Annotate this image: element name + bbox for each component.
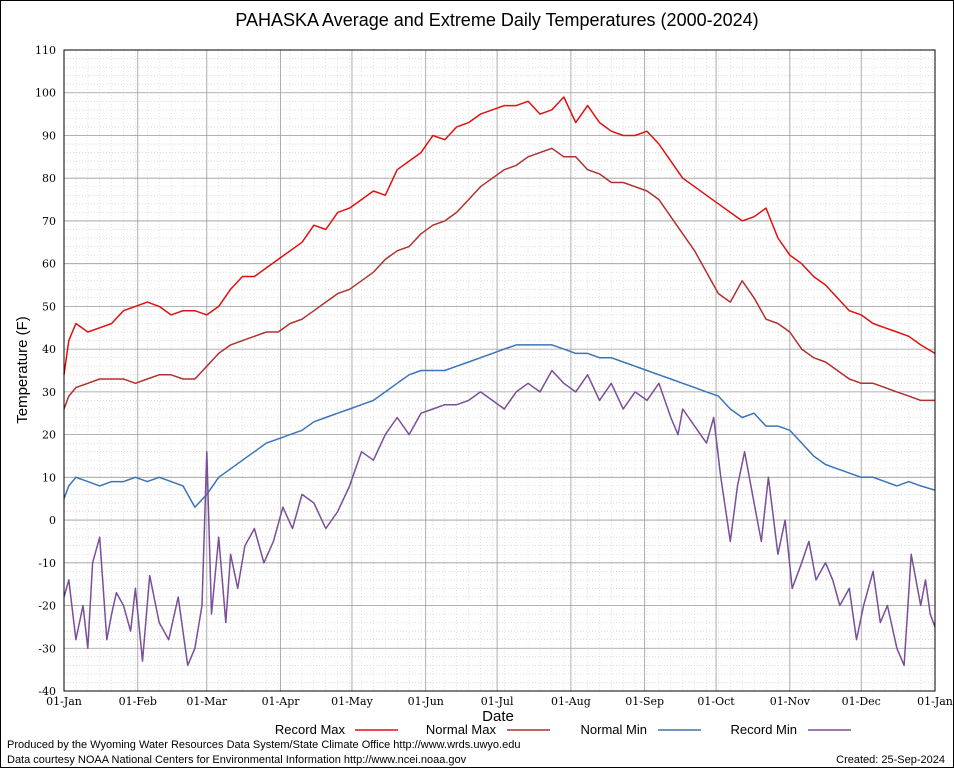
x-tick-label: 01-Aug xyxy=(551,695,591,708)
y-tick-label: -40 xyxy=(38,685,56,698)
series-line-record-max xyxy=(63,96,936,375)
plot-frame xyxy=(63,49,936,692)
legend-label-normal-min: Normal Min xyxy=(581,722,647,737)
y-tick-label: 70 xyxy=(42,215,56,228)
y-tick-label: 20 xyxy=(42,429,56,442)
y-tick-label: 10 xyxy=(42,471,56,484)
y-tick-label: 50 xyxy=(42,300,56,313)
x-tick-label: 01-Jan xyxy=(46,695,82,708)
x-tick-labels: 01-Jan 01-Feb 01-Mar 01-Apr 01-May 01-Jun 01-J… xyxy=(46,695,953,708)
legend-label-record-max: Record Max xyxy=(275,722,346,737)
x-tick-label: 01-Sep xyxy=(625,695,664,708)
x-tick-label: 01-Apr xyxy=(262,695,301,708)
y-tick-label: 90 xyxy=(42,129,56,142)
y-tick-label: 80 xyxy=(42,172,56,185)
minor-grid xyxy=(64,50,935,691)
x-tick-label: 01-May xyxy=(331,695,374,708)
x-tick-label: 01-Mar xyxy=(186,695,228,708)
series-line-record-min xyxy=(63,369,936,667)
y-tick-label: -10 xyxy=(38,557,56,570)
x-tick-label: 01-Feb xyxy=(119,695,157,708)
series-layer xyxy=(63,96,936,667)
footer-created: Created: 25-Sep-2024 xyxy=(836,754,945,766)
x-axis-label: Date xyxy=(482,708,514,725)
legend-label-normal-max: Normal Max xyxy=(426,722,497,737)
y-tick-label: 60 xyxy=(42,258,56,271)
x-tick-label: 01-Oct xyxy=(697,695,735,708)
x-tick-label: 01-Dec xyxy=(842,695,881,708)
y-axis-label: Temperature (F) xyxy=(14,316,31,424)
y-tick-label: 110 xyxy=(35,44,56,57)
x-tick-label: 01-Jan xyxy=(917,695,953,708)
x-tick-label: 01-Jun xyxy=(408,695,444,708)
y-tick-label: -30 xyxy=(38,642,56,655)
y-tick-label: 0 xyxy=(49,514,56,527)
y-tick-label: 40 xyxy=(42,343,56,356)
y-tick-labels: -40 -30 -20 -10 0 10 20 30 40 50 60 70 80 90 100 110 xyxy=(35,44,56,698)
footer-data-courtesy: Data courtesy NOAA National Centers for … xyxy=(7,754,467,766)
series-line-normal-min xyxy=(63,344,936,508)
x-tick-label: 01-Nov xyxy=(770,695,811,708)
chart-title: PAHASKA Average and Extreme Daily Temper… xyxy=(235,10,758,30)
y-tick-label: -20 xyxy=(38,600,56,613)
legend: Record Max Normal Max Normal Min Record … xyxy=(275,722,851,737)
series-line-normal-max xyxy=(63,147,935,410)
y-tick-label: 30 xyxy=(42,386,56,399)
y-tick-label: 100 xyxy=(35,87,56,100)
legend-label-record-min: Record Min xyxy=(731,722,797,737)
x-tick-label: 01-Jul xyxy=(481,695,514,708)
footer-produced-by: Produced by the Wyoming Water Resources … xyxy=(7,739,520,751)
axes xyxy=(63,49,936,692)
